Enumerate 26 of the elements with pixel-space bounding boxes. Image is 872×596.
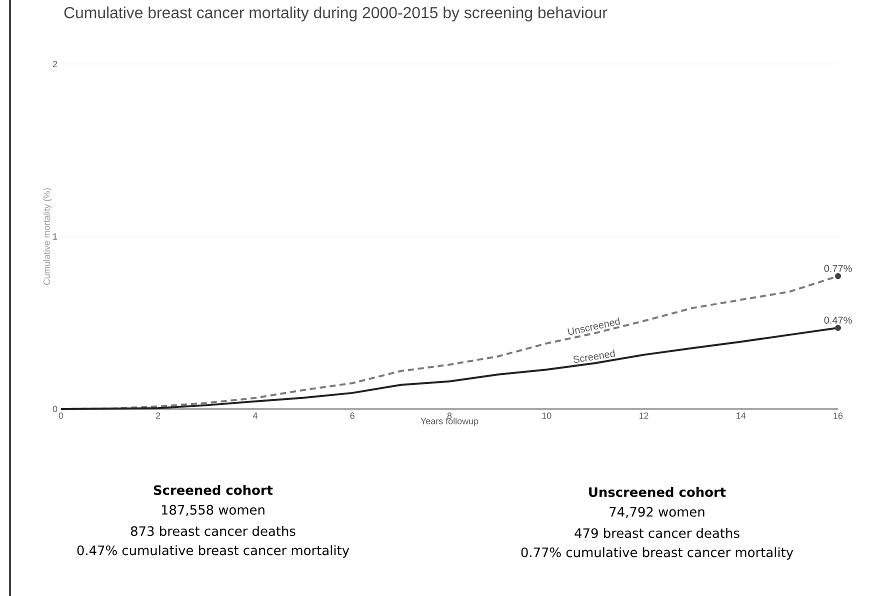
x-tick-label: 10: [542, 412, 552, 419]
text: 0.77% cumulative breast cancer mortality: [521, 547, 794, 560]
text: Screened cohort: [154, 484, 273, 495]
x-tick-label: 2: [156, 412, 160, 419]
text: 187,558 women: [162, 504, 264, 516]
text: 479 breast cancer deaths: [574, 528, 740, 538]
chart-title: Cumulative breast cancer mortality during 2000-2015 by screening behaviour: [64, 6, 608, 22]
x-tick-label: 0: [58, 412, 64, 419]
x-tick-label: 6: [350, 412, 354, 419]
text: Unscreened cohort: [589, 486, 726, 497]
text: 0.47% cumulative breast cancer mortality: [77, 545, 350, 558]
x-tick-label: 4: [252, 412, 258, 419]
y-tick-label: 2: [52, 60, 58, 68]
y-tick-label: 1: [53, 233, 58, 240]
x-tick-label: 8: [447, 412, 452, 419]
x-tick-label: 16: [834, 412, 843, 419]
text: Screened: [574, 349, 616, 363]
x-tick-label: 12: [639, 412, 648, 419]
annotation: 0.77%: [824, 264, 852, 272]
y-tick-label: 0: [52, 406, 58, 412]
y-axis-title: Cumulative mortality (%): [43, 188, 52, 285]
x-tick-label: 14: [736, 412, 746, 419]
text: 873 breast cancer deaths: [130, 526, 296, 536]
x-axis-title: Years followup: [420, 418, 478, 426]
text: 74,792 women: [610, 506, 704, 518]
annotation: 0.47%: [824, 316, 852, 324]
